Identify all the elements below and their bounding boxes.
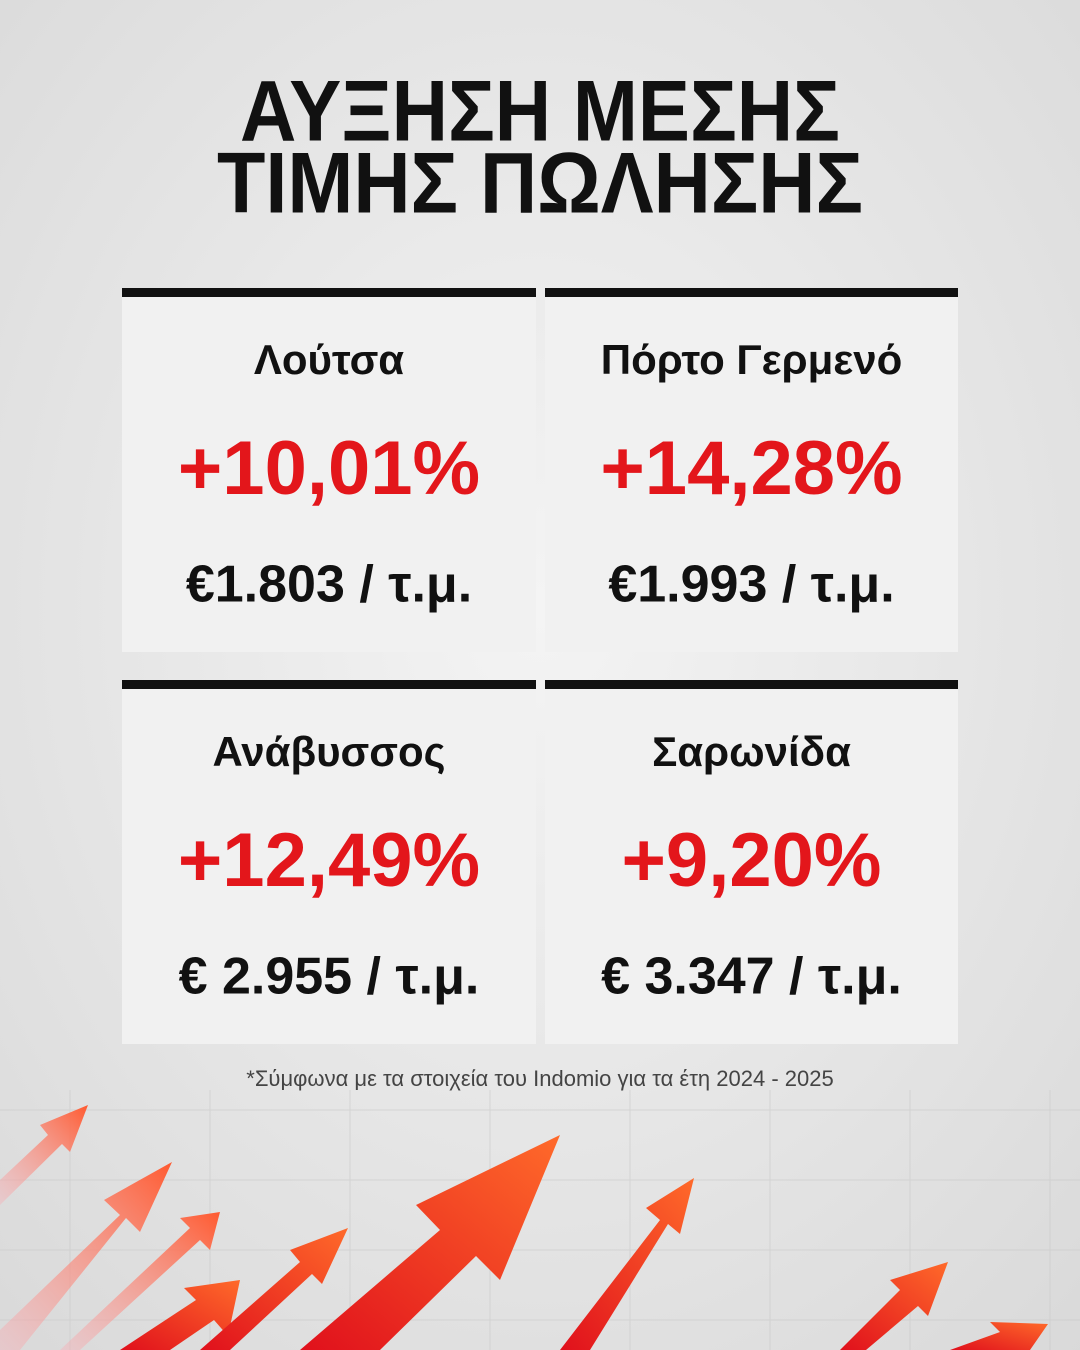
card bbox=[122, 288, 536, 652]
card-price: € 3.347 / τ.μ. bbox=[601, 948, 902, 1006]
card-price: €1.803 / τ.μ. bbox=[186, 556, 472, 614]
card-bar bbox=[122, 288, 536, 297]
card-name: Πόρτο Γερμενό bbox=[601, 336, 903, 383]
title: ΤΙΜΗΣ ΠΩΛΗΣΗΣ bbox=[217, 136, 863, 232]
card-bar bbox=[545, 680, 958, 689]
card-price: € 2.955 / τ.μ. bbox=[179, 948, 480, 1006]
card-change: +10,01% bbox=[178, 426, 480, 511]
card-bar bbox=[122, 680, 536, 689]
card-name: Σαρωνίδα bbox=[652, 728, 851, 775]
card bbox=[545, 680, 958, 1044]
card bbox=[122, 680, 536, 1044]
cards: Λούτσα +10,01% €1.803 / τ.μ. Πόρτο Γερμενό +… bbox=[122, 288, 958, 1044]
card-change: +9,20% bbox=[622, 818, 882, 903]
card-change: +12,49% bbox=[178, 818, 480, 903]
title: ΑΥΞΗΣΗ ΜΕΣΗΣ bbox=[240, 64, 840, 160]
card bbox=[545, 288, 958, 652]
card-name: Λούτσα bbox=[254, 336, 404, 383]
card-bar bbox=[545, 288, 958, 297]
card-change: +14,28% bbox=[600, 426, 902, 511]
footnote: *Σύμφωνα με τα στοιχεία του Indomio για … bbox=[246, 1066, 833, 1091]
card-price: €1.993 / τ.μ. bbox=[608, 556, 894, 614]
arrows bbox=[0, 1105, 1048, 1350]
card-name: Ανάβυσσος bbox=[213, 728, 446, 775]
